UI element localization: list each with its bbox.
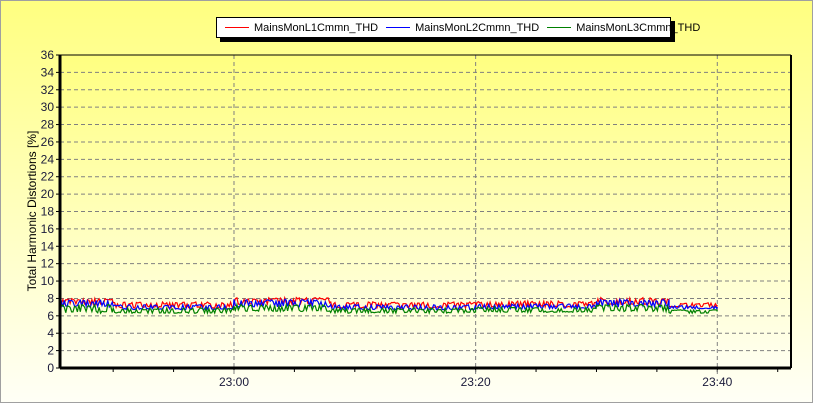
y-tick-label: 12 — [41, 257, 55, 271]
y-tick-label: 22 — [41, 170, 55, 184]
y-tick-label: 24 — [41, 152, 55, 166]
legend-label-l1: MainsMonL1Cmmn_THD — [254, 21, 379, 34]
y-tick-label: 34 — [41, 65, 55, 79]
y-tick-label: 16 — [41, 222, 55, 236]
y-tick-label: 18 — [41, 205, 55, 219]
x-tick-label: 23:40 — [702, 375, 732, 389]
y-tick-label: 8 — [47, 291, 54, 305]
x-tick-label: 23:20 — [461, 375, 491, 389]
y-tick-label: 14 — [41, 239, 55, 253]
legend-swatch-l2 — [386, 27, 411, 28]
series-line-2 — [59, 297, 718, 312]
legend-item-l1: MainsMonL1Cmmn_THD — [225, 22, 378, 34]
y-tick-label: 30 — [41, 100, 55, 114]
series-line-3 — [59, 302, 718, 316]
legend-item-l2: MainsMonL2Cmmn_THD — [386, 22, 539, 34]
y-tick-label: 6 — [47, 309, 54, 323]
legend-swatch-l1 — [225, 27, 249, 28]
y-tick-label: 26 — [41, 135, 55, 149]
y-axis-label: Total Harmonic Distortions [%] — [25, 130, 39, 292]
y-tick-label: 4 — [47, 326, 54, 340]
x-tick-label: 23:00 — [219, 375, 249, 389]
y-tick-label: 20 — [41, 187, 55, 201]
y-tick-label: 28 — [41, 118, 55, 132]
y-tick-label: 2 — [47, 344, 54, 358]
legend-swatch-l3 — [547, 27, 572, 28]
legend: MainsMonL1Cmmn_THD MainsMonL2Cmmn_THD Ma… — [216, 17, 700, 38]
y-tick-label: 36 — [41, 48, 55, 62]
legend-label-l3: MainsMonL3Cmmn_THD — [576, 21, 701, 34]
y-tick-label: 32 — [41, 83, 55, 97]
legend-label-l2: MainsMonL2Cmmn_THD — [415, 21, 540, 34]
y-tick-label: 10 — [41, 274, 55, 288]
legend-item-l3: MainsMonL3Cmmn_THD — [547, 22, 700, 34]
y-tick-label: 0 — [47, 361, 54, 375]
